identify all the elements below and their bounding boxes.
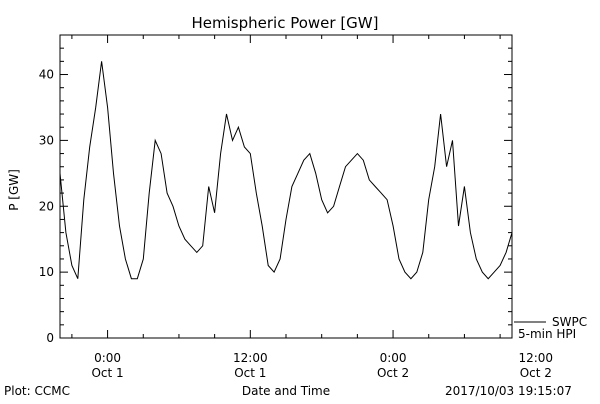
y-axis-label: P [GW] [7,169,21,211]
footer-timestamp: 2017/10/03 19:15:07 [445,384,572,398]
x-axis-label: Date and Time [242,384,330,398]
y-tick-label: 0 [46,331,54,345]
x-tick-label-date: Oct 1 [234,366,266,380]
y-axis-ticks: 0 10 20 30 40 [39,35,512,345]
x-tick-label-time: 0:00 [380,351,407,365]
x-tick-label-date: Oct 2 [377,366,409,380]
footer-plot-credit: Plot: CCMC [4,384,70,398]
x-tick-label-date: Oct 1 [91,366,123,380]
legend-entry-hpi: 5-min HPI [518,327,576,341]
y-tick-label: 30 [39,133,54,147]
series-line-swpc [60,61,512,278]
legend: SWPC 5-min HPI [514,315,587,341]
x-tick-label-time: 12:00 [518,351,553,365]
series-group [60,61,512,278]
chart-title: Hemispheric Power [GW] [192,14,379,32]
x-tick-label-time: 0:00 [94,351,121,365]
plot-frame [60,35,512,338]
x-tick-label-date: Oct 2 [520,366,552,380]
y-tick-label: 20 [39,199,54,213]
x-tick-label-time: 12:00 [233,351,268,365]
y-tick-label: 10 [39,265,54,279]
y-tick-label: 40 [39,68,54,82]
